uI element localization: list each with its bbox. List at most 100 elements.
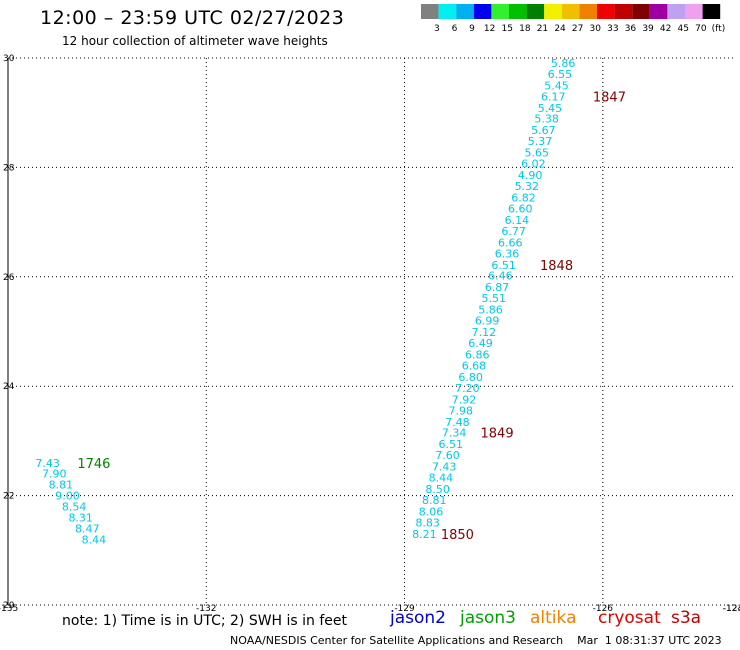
x-tick-label: -126 [593,604,614,614]
wave-height-point: 6.14 [505,214,530,227]
color-swatch [561,4,580,19]
x-tick-label: -129 [394,604,415,614]
wave-height-point: 6.51 [491,259,516,272]
satellite-legend-cryosat: cryosat [598,608,661,628]
color-swatch [438,4,457,19]
color-legend-label: 24 [554,24,566,34]
color-swatch [421,4,439,19]
wave-height-point: 7.43 [432,461,457,474]
color-swatch [473,4,492,19]
wave-height-point: 6.80 [458,371,483,384]
pass-time-label: 1850 [441,528,474,543]
wave-height-point: 5.86 [478,304,503,317]
color-swatch [632,4,650,19]
color-swatch [614,4,633,19]
chart-subtitle: 12 hour collection of altimeter wave hei… [62,34,328,48]
color-swatch [579,4,597,19]
wave-height-point: 5.86 [551,57,576,70]
color-legend: 3 6 9 12 15 18 21 24 27 30 33 36 39 42 45 70 (ft) [421,4,726,34]
color-swatch [597,4,615,19]
pass-time-label: 1847 [593,90,626,105]
color-legend-label: 15 [502,24,513,34]
color-swatch [702,4,721,19]
y-tick-label: 22 [3,492,14,502]
wave-height-point: 5.37 [528,135,553,148]
color-swatch [649,4,668,19]
wave-height-point: 8.44 [429,472,454,485]
wave-height-point: 8.21 [412,528,437,541]
wave-height-point: 8.06 [419,505,444,518]
color-legend-label: 36 [625,24,637,34]
y-tick-label: 26 [3,273,15,283]
wave-height-point: 6.86 [465,348,490,361]
wave-height-point: 6.46 [488,270,513,283]
wave-height-point: 7.92 [452,393,477,406]
wave-height-point: 5.65 [524,147,549,160]
chart-title: 12:00 – 23:59 UTC 02/27/2023 [40,7,345,29]
wave-height-point: 7.48 [445,416,470,429]
wave-height-point: 8.31 [68,511,93,524]
color-legend-label: 12 [484,24,495,34]
color-legend-label: 9 [469,24,475,34]
y-tick-label: 20 [3,601,15,611]
wave-height-point: 7.12 [472,326,497,339]
wave-height-point: 6.60 [508,202,533,215]
wave-height-point: 6.49 [468,337,493,350]
wave-height-point: 6.77 [501,225,526,238]
wave-height-point: 6.82 [511,191,536,204]
wave-height-point: 5.38 [534,113,559,126]
color-legend-label: 30 [590,24,602,34]
color-swatch [491,4,509,19]
wave-height-point: 5.51 [482,292,507,305]
color-legend-label: 39 [642,24,654,34]
wave-height-point: 7.43 [35,457,60,470]
wave-height-point: 6.66 [498,236,523,249]
wave-height-point: 5.45 [538,102,563,115]
wave-height-point: 7.90 [42,468,67,481]
satellite-legend-s3a: s3a [671,608,702,628]
color-swatch [685,4,703,19]
wave-height-point: 8.81 [49,479,74,492]
x-tick-label: -135 [0,604,18,614]
color-swatch [667,4,685,19]
wave-height-point: 8.50 [425,483,450,496]
wave-height-point: 7.60 [435,449,460,462]
pass-time-label: 1848 [540,259,573,274]
credit-line: NOAA/NESDIS Center for Satellite Applica… [230,634,722,647]
wave-height-point: 4.90 [518,169,543,182]
wave-height-point: 9.00 [55,490,80,503]
wave-height-point: 7.34 [442,427,467,440]
color-legend-label: 45 [678,24,689,34]
color-legend-label: 42 [660,24,671,34]
wave-height-point: 6.17 [541,90,566,103]
x-tick-label: -124 [723,604,740,614]
wave-height-point: 5.67 [531,124,556,137]
wave-height-point: 8.54 [62,501,87,514]
wave-height-point: 8.47 [75,522,100,535]
y-tick-label: 30 [3,54,15,64]
wave-height-point: 8.44 [82,533,107,546]
color-legend-label: 3 [434,24,440,34]
y-tick-label: 28 [3,163,15,173]
wave-height-point: 6.55 [548,68,573,81]
y-tick-label: 24 [3,382,15,392]
color-legend-label: 27 [572,24,583,34]
color-legend-label: 21 [537,24,548,34]
color-legend-label: (ft) [712,24,726,34]
wave-height-point: 6.68 [462,359,487,372]
wave-height-point: 6.51 [439,438,464,451]
color-swatch [526,4,545,19]
color-legend-label: 18 [519,24,531,34]
color-legend-label: 70 [695,24,707,34]
wave-height-point: 6.36 [495,247,520,260]
wave-height-point: 6.02 [521,158,546,171]
satellite-legend-jason3: jason3 [460,608,516,628]
pass-time-label: 1849 [481,427,514,442]
pass-time-label: 1746 [77,457,110,472]
x-tick-label: -132 [196,604,216,614]
color-legend-label: 33 [607,24,618,34]
footnote: note: 1) Time is in UTC; 2) SWH is in fe… [62,613,348,629]
wave-height-point: 5.45 [544,79,569,92]
color-swatch [456,4,474,19]
wave-height-point: 7.98 [448,404,473,417]
